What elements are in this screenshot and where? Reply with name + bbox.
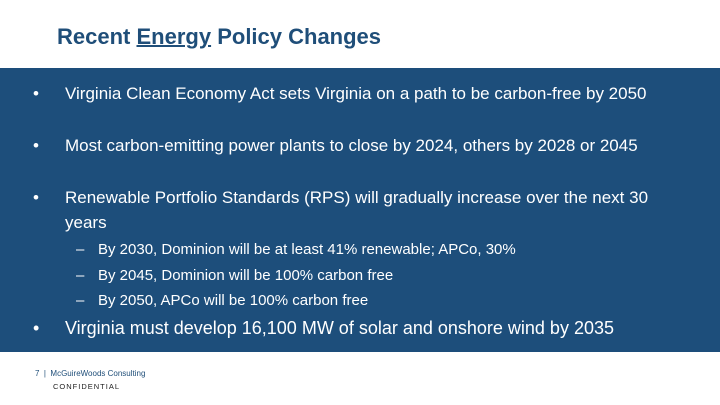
bullet: Virginia Clean Economy Act sets Virginia… bbox=[33, 81, 685, 106]
title-part: Policy Changes bbox=[217, 24, 382, 49]
footer: 7 | McGuireWoods Consulting bbox=[35, 369, 146, 378]
title-part: Recent bbox=[57, 24, 131, 49]
company: McGuireWoods Consulting bbox=[50, 369, 146, 378]
confidential: CONFIDENTIAL bbox=[53, 382, 121, 391]
slide-title: Recent Energy Policy Changes bbox=[57, 24, 381, 50]
title-underlined: Energy bbox=[136, 24, 212, 49]
sub-bullet: By 2045, Dominion will be 100% carbon fr… bbox=[76, 266, 393, 286]
page-number: 7 bbox=[35, 369, 40, 378]
sub-bullet: By 2030, Dominion will be at least 41% r… bbox=[76, 240, 516, 260]
bullet: Renewable Portfolio Standards (RPS) will… bbox=[33, 185, 685, 235]
bullet: Most carbon-emitting power plants to clo… bbox=[33, 133, 685, 158]
sub-bullet: By 2050, APCo will be 100% carbon free bbox=[76, 291, 368, 311]
content-band: Virginia Clean Economy Act sets Virginia… bbox=[0, 68, 720, 352]
bullet: Virginia must develop 16,100 MW of solar… bbox=[33, 316, 720, 341]
